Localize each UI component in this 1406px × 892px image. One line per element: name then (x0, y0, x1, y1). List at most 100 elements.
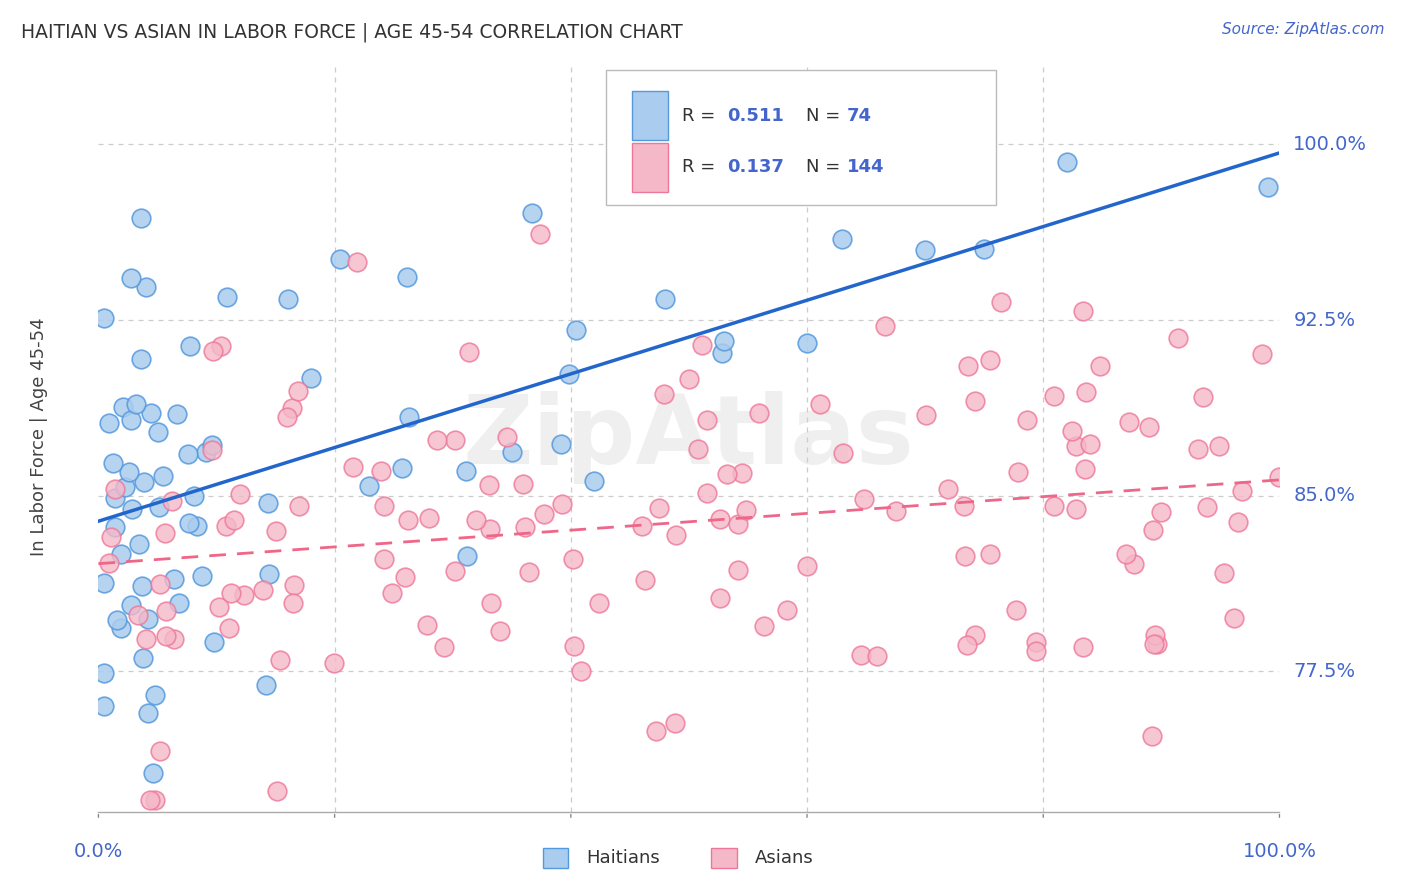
Point (139, 793, 162, 807)
Point (142, 766, 165, 780)
Point (118, 465, 141, 479)
Point (217, 290, 239, 304)
Point (686, 442, 709, 457)
Point (283, 596, 305, 610)
Text: 85.0%: 85.0% (1294, 486, 1355, 505)
Point (914, 408, 936, 422)
Point (533, 507, 555, 521)
Point (160, 494, 183, 508)
Point (111, 400, 134, 414)
Point (105, 613, 128, 627)
Point (1042, 389, 1064, 403)
Point (373, 552, 395, 566)
Point (979, 547, 1001, 561)
Point (394, 570, 416, 584)
Point (97, 416, 120, 430)
Point (398, 410, 420, 425)
Point (866, 649, 889, 664)
Point (444, 564, 467, 578)
Point (1192, 390, 1215, 404)
Point (963, 394, 986, 409)
Point (716, 467, 738, 481)
Point (148, 500, 170, 515)
Point (201, 442, 224, 457)
Point (664, 716, 686, 731)
Point (1137, 420, 1160, 434)
Point (727, 563, 749, 577)
Point (810, 397, 832, 411)
Point (443, 433, 465, 447)
Point (346, 255, 368, 269)
Point (529, 227, 551, 241)
Point (832, 446, 855, 460)
Point (93, 311, 115, 326)
Point (1056, 154, 1078, 169)
Point (748, 406, 770, 420)
Point (269, 653, 291, 667)
Text: Asians: Asians (755, 849, 814, 867)
Point (1042, 499, 1064, 513)
Point (501, 445, 523, 459)
Point (135, 279, 157, 293)
Point (229, 486, 252, 500)
Point (163, 572, 186, 586)
Point (520, 206, 543, 220)
Point (357, 478, 380, 492)
Point (1251, 347, 1274, 361)
Point (1017, 413, 1039, 427)
Point (875, 319, 897, 334)
Point (550, 436, 572, 450)
Point (252, 582, 274, 597)
Point (562, 639, 585, 653)
Point (120, 598, 142, 612)
Point (93, 666, 115, 681)
Text: 100.0%: 100.0% (1243, 842, 1316, 862)
Point (135, 632, 157, 646)
Point (128, 536, 150, 550)
Point (177, 447, 200, 461)
Point (254, 678, 277, 692)
FancyBboxPatch shape (606, 70, 995, 205)
Point (136, 612, 159, 626)
Point (458, 344, 481, 359)
Point (121, 501, 143, 516)
Point (167, 596, 190, 610)
Point (1118, 415, 1140, 429)
Point (209, 338, 232, 352)
Point (709, 591, 731, 605)
Point (551, 498, 574, 512)
Point (370, 464, 392, 478)
Point (391, 461, 413, 475)
Point (1064, 502, 1087, 516)
Point (163, 632, 186, 647)
Point (288, 499, 311, 513)
FancyBboxPatch shape (633, 92, 668, 140)
Point (1025, 644, 1047, 658)
Point (194, 444, 217, 458)
Point (727, 517, 749, 532)
Point (155, 526, 177, 541)
Point (1223, 610, 1246, 624)
Point (956, 359, 979, 373)
Point (647, 501, 669, 516)
Point (1123, 557, 1146, 571)
Point (299, 371, 322, 385)
Point (426, 433, 449, 447)
Point (129, 211, 152, 225)
Point (100, 530, 122, 544)
FancyBboxPatch shape (633, 143, 668, 192)
Point (796, 335, 818, 350)
Point (849, 648, 872, 662)
Point (478, 522, 501, 536)
Point (561, 551, 583, 566)
Point (1078, 437, 1101, 451)
Point (277, 292, 299, 306)
Point (678, 372, 700, 386)
Point (1142, 729, 1164, 743)
Point (1004, 603, 1026, 617)
Text: 144: 144 (848, 159, 884, 177)
Point (1071, 304, 1094, 318)
Point (215, 519, 238, 533)
Point (1146, 637, 1168, 651)
Point (155, 604, 177, 618)
